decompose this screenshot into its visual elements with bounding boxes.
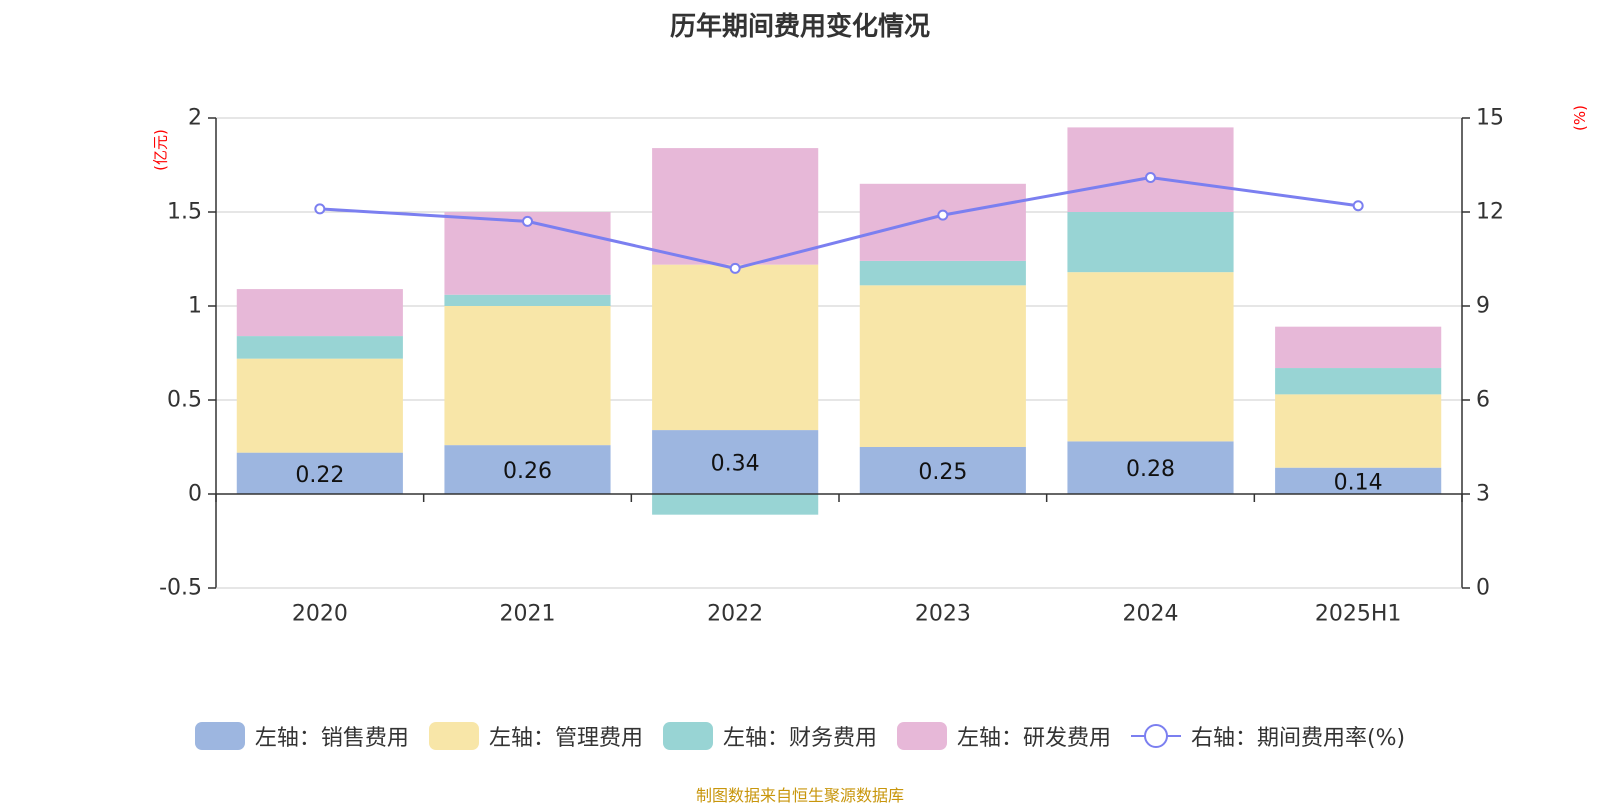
- bar-data-label: 0.22: [295, 463, 344, 488]
- legend-label-expense-rate: 右轴：期间费用率(%): [1190, 726, 1406, 751]
- bar-rd: [859, 183, 1026, 261]
- bar-admin: [1275, 394, 1442, 468]
- bar-admin: [444, 306, 611, 446]
- legend-swatch-rd: [896, 722, 947, 750]
- bar-finance: [236, 336, 403, 359]
- legend-label-finance: 左轴：财务费用: [722, 726, 877, 751]
- left-tick-label: 0: [188, 482, 202, 507]
- legend-swatch-finance: [662, 722, 713, 750]
- chart-plot: -0.5 0 0.5 1 1.5 2 0 3 6 9 12 15 0.22 0.26 0.34 0.25 0.2…: [159, 106, 1504, 627]
- legend-swatch-sales: [194, 722, 245, 750]
- bar-finance: [1275, 368, 1442, 395]
- legend-label-sales: 左轴：销售费用: [254, 726, 409, 751]
- bar-sales: [652, 430, 819, 494]
- bar-data-label: 0.34: [711, 452, 760, 477]
- bar-rd: [652, 148, 819, 265]
- bar-data-label: 0.25: [918, 460, 967, 485]
- legend-label-rd: 左轴：研发费用: [956, 726, 1111, 751]
- legend: 左轴：销售费用 左轴：管理费用 左轴：财务费用 左轴：研发费用 右轴：期间费用率…: [0, 720, 1600, 752]
- expense-rate-point: [314, 203, 326, 215]
- bar-data-label: 0.14: [1334, 470, 1383, 495]
- legend-item-expense-rate[interactable]: 右轴：期间费用率(%): [1130, 720, 1406, 752]
- bar-admin: [236, 358, 403, 453]
- expense-rate-point: [937, 209, 949, 221]
- right-tick-label: 0: [1476, 576, 1490, 601]
- legend-item-admin[interactable]: 左轴：管理费用: [428, 720, 643, 752]
- legend-label-admin: 左轴：管理费用: [488, 726, 643, 751]
- bar-admin: [859, 285, 1026, 447]
- left-tick-label: 0.5: [167, 388, 202, 413]
- bar-sales: [1067, 441, 1234, 494]
- bar-data-label: 0.26: [503, 459, 552, 484]
- chart-title: 历年期间费用变化情况: [669, 12, 930, 42]
- legend-item-rd[interactable]: 左轴：研发费用: [896, 720, 1111, 752]
- legend-line-marker-icon: [1130, 722, 1181, 750]
- x-tick-label: 2022: [707, 602, 763, 627]
- bar-sales: [859, 447, 1026, 494]
- right-tick-label: 6: [1476, 388, 1490, 413]
- data-source-note: 制图数据来自恒生聚源数据库: [695, 786, 904, 805]
- x-tick-label: 2024: [1123, 602, 1179, 627]
- bar-sales: [1275, 467, 1442, 494]
- legend-item-sales[interactable]: 左轴：销售费用: [194, 720, 409, 752]
- expense-rate-line: [319, 176, 1359, 270]
- bar-admin: [652, 264, 819, 431]
- bar-finance: [859, 260, 1026, 286]
- left-tick-label: 1.5: [167, 200, 202, 225]
- right-tick-label: 9: [1476, 294, 1490, 319]
- x-tick-label: 2021: [500, 602, 556, 627]
- bar-finance: [444, 294, 611, 306]
- legend-item-finance[interactable]: 左轴：财务费用: [662, 720, 877, 752]
- bar-admin: [1067, 272, 1234, 442]
- bar-rd: [236, 289, 403, 337]
- left-tick-label: 1: [188, 294, 202, 319]
- bar-sales: [236, 452, 403, 494]
- x-tick-label: 2025H1: [1315, 602, 1402, 627]
- bar-sales: [444, 445, 611, 494]
- left-tick-label: -0.5: [159, 576, 202, 601]
- expense-rate-point: [522, 215, 533, 227]
- expense-rate-point: [729, 262, 741, 274]
- left-tick-label: 2: [188, 106, 202, 131]
- right-tick-label: 3: [1476, 482, 1490, 507]
- bar-rd: [1067, 127, 1234, 212]
- bar-data-label: 0.28: [1126, 457, 1175, 482]
- legend-swatch-admin: [428, 722, 479, 750]
- right-tick-label: 15: [1476, 106, 1504, 131]
- right-tick-label: 12: [1476, 200, 1504, 225]
- x-tick-label: 2023: [915, 602, 971, 627]
- x-tick-label: 2020: [292, 602, 348, 627]
- bar-finance: [652, 494, 819, 515]
- expense-rate-point: [1352, 200, 1364, 212]
- bar-finance: [1067, 212, 1234, 273]
- bar-rd: [1275, 326, 1442, 369]
- expense-rate-point: [1145, 172, 1156, 184]
